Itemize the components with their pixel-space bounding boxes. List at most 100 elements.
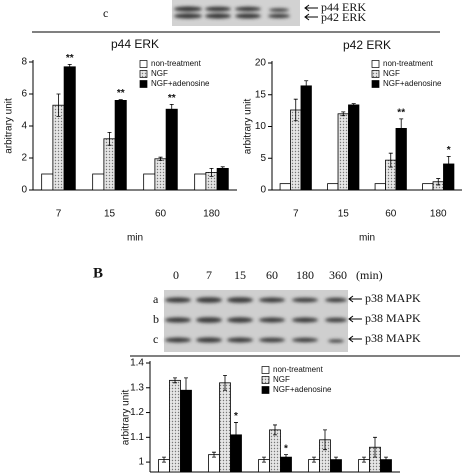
x-tick-label: 7 <box>56 209 62 220</box>
blot-top: c p44 ERK p42 ERK <box>103 0 366 26</box>
error-bar <box>212 451 216 458</box>
error-bar <box>184 377 188 404</box>
bar <box>348 104 360 191</box>
blot-background <box>164 290 348 352</box>
significance-label: * <box>234 411 238 422</box>
error-bar <box>362 456 366 463</box>
error-bar <box>262 456 266 463</box>
y-tick-label: 1.3 <box>130 382 144 393</box>
bar <box>41 173 54 191</box>
time-label: 360 <box>329 268 347 282</box>
time-label: 180 <box>296 268 314 282</box>
blot-row-label: b <box>153 312 159 326</box>
legend-label: NGF+adenosine <box>151 79 210 88</box>
y-tick-label: 8 <box>21 57 27 68</box>
error-bar <box>312 456 316 463</box>
legend-swatch <box>261 366 270 374</box>
x-tick-label: 7 <box>293 209 299 220</box>
time-label: 0 <box>173 268 179 282</box>
error-bar <box>56 93 61 117</box>
band-label: p38 MAPK <box>365 291 421 305</box>
significance-label: ** <box>117 88 125 99</box>
y-tick-label: 4 <box>21 121 27 132</box>
bar <box>290 109 302 191</box>
y-tick-label: 1.1 <box>130 432 144 443</box>
bar <box>154 158 167 191</box>
legend-swatch <box>261 386 270 394</box>
bar <box>337 113 349 191</box>
y-tick-label: 20 <box>255 58 267 69</box>
bar <box>422 183 434 191</box>
significance-label: * <box>284 443 288 454</box>
y-tick-label: 2 <box>21 153 27 164</box>
y-tick-label: 1.2 <box>130 407 144 418</box>
error-bar <box>373 436 377 458</box>
y-axis-label: arbitrary unit <box>121 389 132 445</box>
bar <box>279 183 291 191</box>
error-bar <box>304 80 309 92</box>
band-label: p38 MAPK <box>365 331 421 345</box>
x-tick-label: 15 <box>338 209 350 220</box>
error-bar <box>341 111 346 117</box>
error-bar <box>107 132 112 146</box>
error-bar <box>446 155 451 172</box>
bar <box>327 183 339 191</box>
bar <box>300 85 312 191</box>
y-tick-label: 1.4 <box>130 358 144 369</box>
x-tick-label: 60 <box>385 209 397 220</box>
error-bar <box>384 456 388 463</box>
error-bar <box>284 454 288 461</box>
legend-swatch <box>371 60 380 68</box>
bar <box>114 100 127 191</box>
blot-row-label: c <box>153 332 158 346</box>
blot-row-label: c <box>103 6 108 20</box>
chart-title: p44 ERK <box>111 37 159 51</box>
significance-label: ** <box>168 93 176 104</box>
time-label: 60 <box>266 268 278 282</box>
error-bar <box>173 377 177 384</box>
y-tick-label: 1 <box>138 457 144 468</box>
arrows <box>348 295 362 343</box>
chart-title: p42 ERK <box>343 38 391 52</box>
x-tick-label: 180 <box>430 209 447 220</box>
y-tick-label: 6 <box>21 89 27 100</box>
y-tick-label: 0 <box>21 185 27 196</box>
blot-bands <box>165 297 347 343</box>
significance-label: ** <box>397 108 405 119</box>
legend-swatch <box>371 70 380 78</box>
bar <box>216 167 229 191</box>
bar <box>52 104 65 191</box>
error-bar <box>223 374 227 391</box>
error-bar <box>118 99 123 102</box>
legend-label: NGF <box>383 69 400 78</box>
legend-swatch <box>139 70 148 78</box>
error-bar <box>273 424 277 436</box>
y-tick-label: 15 <box>255 89 267 100</box>
error-bar <box>234 422 238 448</box>
legend-label: NGF+adenosine <box>273 385 332 394</box>
error-bar <box>334 456 338 463</box>
error-bar <box>169 104 174 115</box>
x-axis-label: min <box>127 233 143 244</box>
legend-label: non-treatment <box>151 59 202 68</box>
x-tick-label: 15 <box>104 209 116 220</box>
bar <box>63 66 76 191</box>
bar <box>165 108 178 191</box>
y-tick-label: 10 <box>255 121 267 132</box>
arrows <box>304 4 318 21</box>
error-bar <box>158 156 163 161</box>
bar <box>103 138 116 191</box>
bar <box>219 382 231 473</box>
panel-label: B <box>93 265 103 281</box>
band-label: p42 ERK <box>321 10 366 24</box>
bar <box>194 173 207 191</box>
error-bar <box>293 98 298 122</box>
legend-label: NGF <box>151 69 168 78</box>
x-axis-label: min <box>359 233 375 244</box>
blot-row-label: a <box>153 292 159 306</box>
error-bar <box>351 103 356 107</box>
y-axis-label: arbitrary unit <box>243 98 254 154</box>
time-label: 7 <box>206 268 212 282</box>
error-bar <box>67 64 72 70</box>
